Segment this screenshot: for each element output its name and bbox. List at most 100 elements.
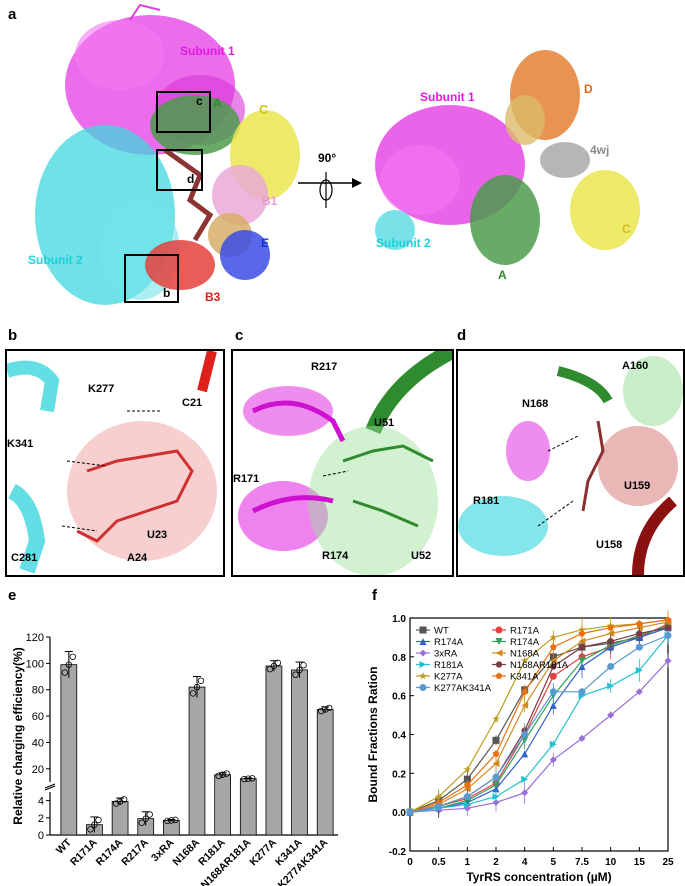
data-point (463, 765, 472, 773)
data-point (274, 659, 282, 667)
y-tick-label: 2 (38, 813, 44, 825)
y-axis-label: Bound Fractions Ration (366, 667, 380, 803)
data-point (69, 653, 77, 660)
label-U159: U159 (624, 480, 651, 492)
data-point (607, 663, 615, 671)
legend-marker (419, 638, 427, 645)
label-U158: U158 (596, 539, 623, 551)
panel-d-box (456, 349, 685, 577)
panel-b-box (5, 349, 225, 577)
data-point (578, 688, 586, 696)
label-K277: K277 (88, 383, 115, 395)
data-point (325, 704, 333, 712)
x-tick-label: 4 (522, 857, 528, 868)
label-C21: C21 (182, 397, 203, 409)
y-tick-label: 60 (32, 711, 44, 723)
label-subunit1-right: Subunit 1 (420, 90, 475, 104)
label-U51: U51 (374, 417, 395, 429)
x-tick-label: 2 (493, 857, 499, 868)
data-point (664, 657, 672, 665)
label-E: E (261, 236, 270, 250)
data-point (463, 800, 471, 808)
legend-label: 3xRA (434, 649, 458, 660)
data-point (266, 665, 274, 673)
data-point (492, 781, 500, 789)
bar-chart-e: 20 40 60 80 100 120 0 2 4 Relative charging effic… (11, 632, 338, 886)
series-line-9 (409, 619, 669, 813)
rotation-label: 90° (318, 151, 337, 165)
data-point (492, 793, 500, 801)
axis-break-mark (44, 785, 56, 791)
data-point (245, 775, 252, 782)
legend-marker (419, 671, 427, 680)
data-point (549, 756, 557, 764)
x-tick-label: R217A (119, 836, 151, 868)
line-chart-f: -0.2 0.0 0.2 0.4 0.6 0.8 1.0 0 0.5 1 2 4 5 7.5 10 15 25 B… (366, 610, 674, 884)
data-point (223, 770, 230, 777)
data-point (197, 677, 205, 684)
x-tick-label: R174A (94, 836, 126, 868)
bar-WT (60, 664, 78, 836)
data-point (317, 707, 325, 715)
right-complex (375, 50, 640, 265)
data-point (241, 775, 248, 783)
data-point (607, 682, 615, 690)
y-tick-label: 80 (32, 685, 44, 697)
box-label-b: b (163, 286, 171, 300)
data-point (607, 624, 614, 631)
legend-marker (419, 684, 427, 691)
data-point (142, 815, 149, 822)
data-point (549, 672, 557, 680)
legend-marker (419, 661, 427, 668)
panel-c-box (231, 349, 454, 577)
legend-marker (495, 661, 503, 668)
y-tick-label: 0.8 (392, 653, 406, 664)
data-point (635, 666, 643, 674)
legend-marker (495, 638, 503, 645)
panel-letter-e: e (8, 587, 17, 604)
bar-R174A (111, 801, 129, 836)
label-C-right: C (622, 222, 631, 236)
data-point (87, 826, 94, 833)
data-point (636, 620, 643, 627)
panel-letter-a: a (8, 6, 17, 23)
legend-label: R181A (434, 660, 464, 671)
y-tick-label: 0.0 (392, 808, 406, 819)
data-point (91, 821, 98, 828)
series-line-4 (409, 660, 669, 813)
data-point (219, 771, 226, 778)
data-point (116, 798, 124, 805)
data-point (172, 816, 179, 824)
y-tick-label: 1.0 (392, 614, 406, 625)
series-line-8 (409, 619, 669, 813)
data-point (549, 688, 557, 696)
data-point (189, 690, 197, 697)
data-point (521, 731, 529, 738)
label-A-right: A (498, 268, 507, 282)
label-B3: B3 (205, 290, 221, 304)
data-point (521, 701, 529, 709)
legend-label: N168AR181A (510, 660, 569, 671)
data-point (120, 796, 128, 803)
label-A-left: A (213, 96, 222, 110)
data-point (607, 638, 615, 645)
x-tick-label: N168A (171, 836, 203, 868)
data-point (492, 714, 500, 723)
data-point (549, 663, 557, 670)
panel-letter-f: f (372, 587, 377, 604)
label-4wj: 4wj (590, 143, 610, 157)
x-tick-label: R171A (68, 836, 100, 868)
label-U23: U23 (147, 529, 168, 541)
legend-label: K277AK341A (434, 683, 492, 694)
label-R181: R181 (473, 495, 500, 507)
box-d (156, 149, 203, 191)
box-c (156, 91, 211, 133)
y-tick-label: -0.2 (389, 847, 407, 858)
series-line-2 (409, 627, 669, 813)
data-point (146, 811, 153, 818)
data-point (492, 736, 500, 744)
y-tick-label: 0 (38, 830, 44, 842)
label-A160: A160 (622, 360, 649, 372)
data-point (292, 671, 299, 678)
bar-K277AK341A (316, 709, 334, 836)
